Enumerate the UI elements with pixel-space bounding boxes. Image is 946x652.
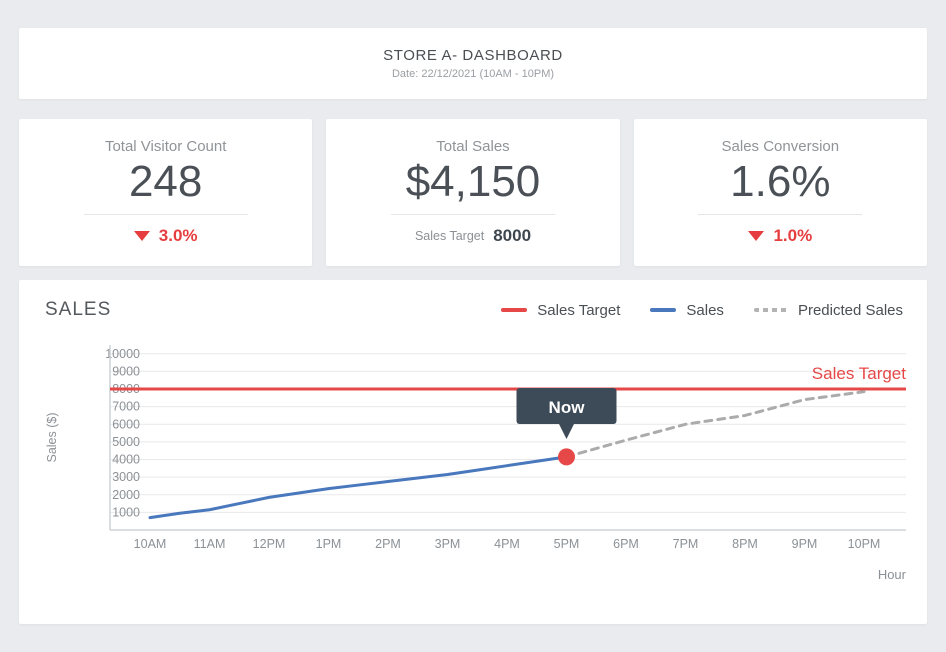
kpi-target: Sales Target 8000 [326, 226, 619, 246]
x-tick-label: 11AM [194, 537, 226, 551]
legend-label: Sales [686, 301, 724, 319]
line-swatch-icon [650, 308, 677, 312]
sales-target-value: 8000 [493, 226, 532, 246]
kpi-delta: 3.0% [19, 226, 312, 246]
triangle-down-icon [133, 231, 150, 242]
x-tick-label: 7PM [673, 537, 699, 551]
now-tooltip-label: Now [549, 398, 586, 417]
dashed-line-swatch-icon [753, 308, 788, 312]
kpi-value: 1.6% [730, 157, 831, 206]
sales-line [148, 455, 568, 520]
sales-target-annotation: Sales Target [812, 364, 906, 383]
y-tick-label: 5000 [112, 435, 140, 449]
y-tick-label: 3000 [112, 470, 140, 484]
now-tooltip [516, 388, 617, 424]
y-tick-label: 4000 [112, 453, 140, 467]
kpi-card-sales-conversion: Sales Conversion 1.6% 1.0% [633, 119, 927, 266]
x-tick-label: 4PM [494, 537, 520, 551]
kpi-delta-value: 3.0% [158, 226, 198, 246]
kpi-delta: 1.0% [634, 226, 927, 246]
x-tick-label: 3PM [435, 537, 461, 551]
now-data-point[interactable] [558, 448, 575, 466]
date-range-label: Date: 22/12/2021 (10AM - 10PM) [391, 68, 555, 80]
x-tick-label: 6PM [613, 537, 639, 551]
kpi-value: $4,150 [405, 157, 541, 206]
y-tick-label: 2000 [112, 488, 140, 502]
kpi-divider [390, 214, 556, 216]
kpi-card-visitor-count: Total Visitor Count 248 3.0% [19, 119, 313, 266]
predicted-sales-line [565, 390, 866, 459]
now-tooltip-pointer [558, 423, 575, 439]
kpi-row: Total Visitor Count 248 3.0% Total Sales… [19, 119, 927, 266]
page-title: STORE A- DASHBOARD [383, 47, 563, 64]
x-tick-label: 1PM [316, 537, 342, 551]
kpi-label: Total Visitor Count [104, 138, 227, 155]
x-tick-label: 2PM [375, 537, 401, 551]
legend-item-sales-target[interactable]: Sales Target [501, 302, 620, 319]
y-tick-label: 9000 [112, 364, 140, 378]
sales-line-chart: 1000 2000 3000 4000 5000 6000 7000 8000 9000 1000… [40, 335, 927, 592]
y-tick-label: 7000 [112, 400, 140, 414]
kpi-divider [698, 214, 863, 216]
sales-chart-card: SALES Sales Target Sales Predicted Sales… [19, 280, 927, 624]
kpi-value: 248 [128, 157, 203, 206]
y-tick-label: 10000 [105, 347, 140, 361]
line-swatch-icon [501, 308, 528, 312]
chart-legend: Sales Target Sales Predicted Sales [501, 302, 903, 319]
x-tick-label: 10PM [848, 537, 881, 551]
kpi-label: Sales Conversion [721, 138, 840, 155]
kpi-delta-value: 1.0% [773, 226, 813, 246]
x-tick-label: 10AM [134, 537, 167, 551]
x-axis-title: Hour [878, 567, 907, 582]
x-tick-label: 9PM [792, 537, 818, 551]
sales-target-label: Sales Target [414, 229, 485, 244]
x-tick-label: 5PM [554, 537, 580, 551]
triangle-down-icon [748, 231, 765, 242]
chart-header: SALES Sales Target Sales Predicted Sales [19, 299, 927, 321]
legend-item-sales[interactable]: Sales [650, 302, 724, 319]
y-axis-title: Sales ($) [45, 412, 59, 462]
legend-label: Predicted Sales [797, 301, 903, 319]
kpi-divider [83, 214, 248, 216]
legend-label: Sales Target [537, 301, 621, 319]
y-tick-label: 1000 [112, 505, 140, 519]
legend-item-predicted-sales[interactable]: Predicted Sales [753, 301, 903, 319]
kpi-card-total-sales: Total Sales $4,150 Sales Target 8000 [326, 119, 620, 266]
x-tick-label: 8PM [732, 537, 758, 551]
y-tick-label: 6000 [112, 417, 140, 431]
x-tick-label: 12PM [253, 537, 286, 551]
dashboard-header-card: STORE A- DASHBOARD Date: 22/12/2021 (10A… [19, 28, 927, 99]
kpi-label: Total Sales [436, 138, 510, 155]
chart-title: SALES [45, 299, 112, 320]
